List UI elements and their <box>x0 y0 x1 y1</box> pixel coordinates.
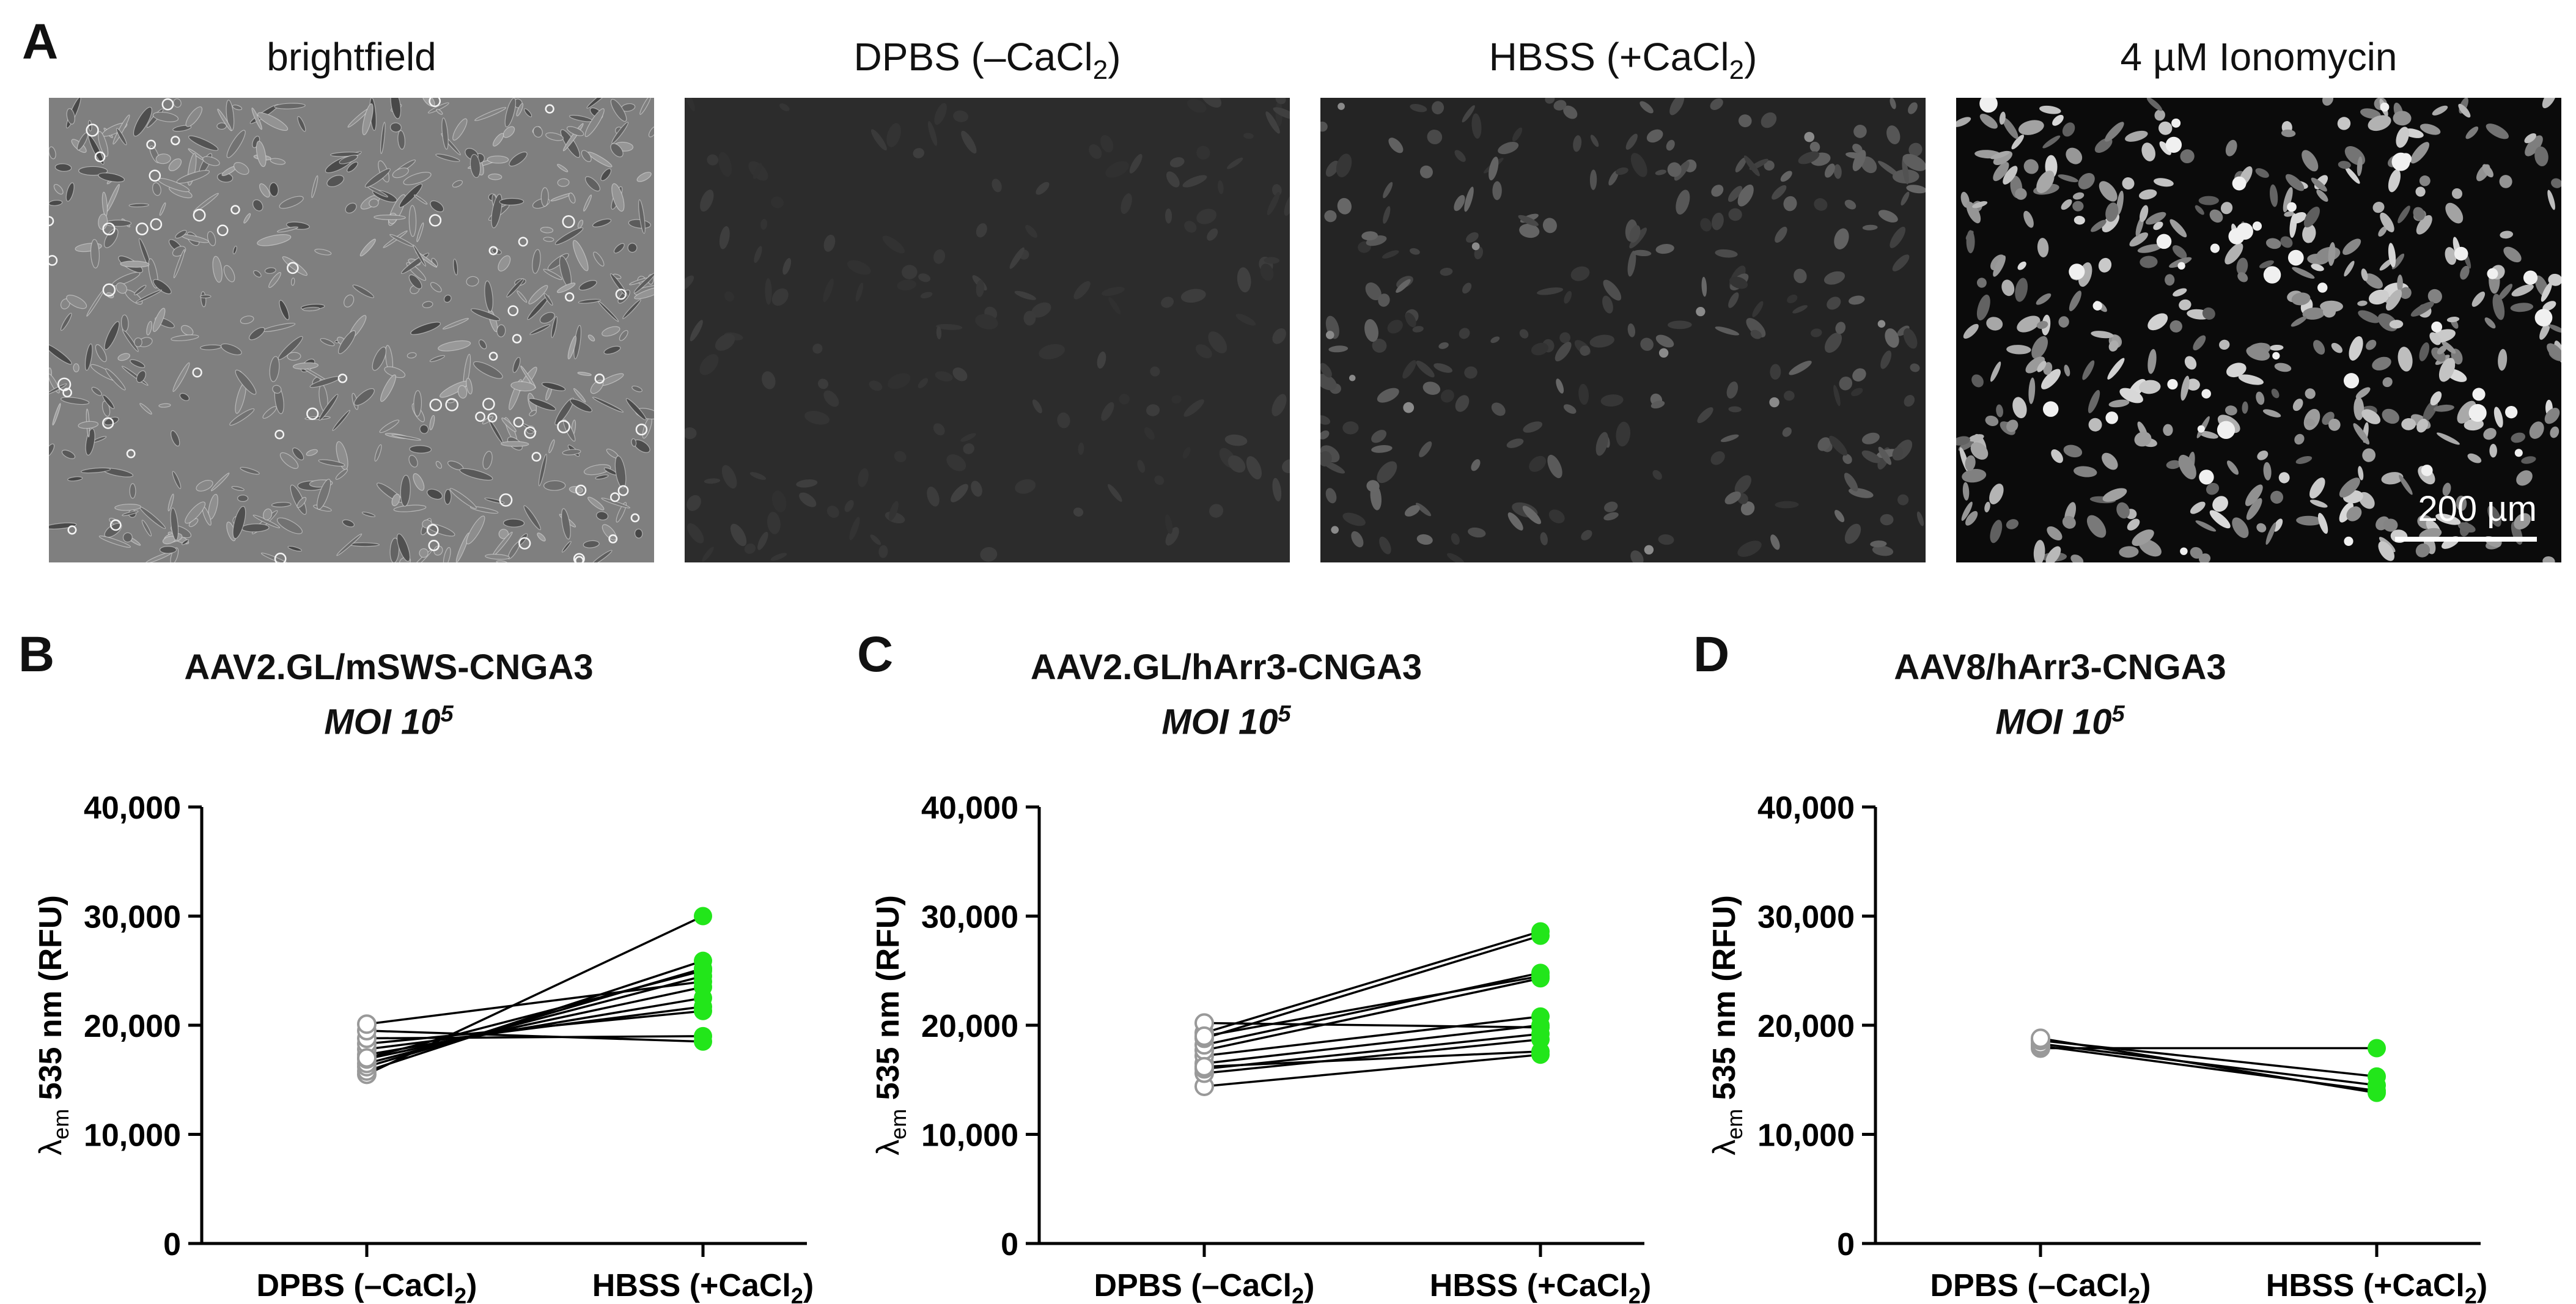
paired-line <box>366 985 704 1061</box>
paired-line <box>1204 974 1541 1037</box>
chart-c-plot: 0 10,000 20,000 30,000 40,000 DPBS (–CaCl2) HB… <box>870 790 1651 1304</box>
dpbs-point <box>357 1014 377 1034</box>
image-title-hbss: HBSS (+CaCl2) <box>1489 35 1757 85</box>
paired-line <box>1204 1015 1541 1057</box>
image-title-dpbs: DPBS (–CaCl2) <box>853 35 1121 85</box>
scale-bar <box>2395 537 2537 542</box>
panel-letter-b: B <box>18 627 55 682</box>
ionomycin-fluorescence-image: 200 µm <box>1956 98 2561 562</box>
y-tick-label: 30,000 <box>921 900 1018 935</box>
cell-texture <box>49 98 654 562</box>
x-category-label: HBSS (+CaCl2) <box>592 1268 814 1304</box>
y-tick-label: 10,000 <box>1757 1118 1855 1154</box>
chart-c-title: AAV2.GL/hArr3-CNGA3 MOI 105 <box>1030 647 1422 742</box>
panel-letter-a: A <box>22 14 59 70</box>
dpbs-point <box>1194 1026 1214 1046</box>
paired-line <box>366 1030 704 1043</box>
paired-line <box>1204 971 1541 1046</box>
image-title-ionomycin: 4 µM Ionomycin <box>2120 35 2398 79</box>
cell-texture <box>1320 98 1926 562</box>
hbss-point <box>1531 967 1550 985</box>
paired-line <box>366 980 704 1025</box>
x-category-label: DPBS (–CaCl2) <box>1930 1268 2151 1304</box>
image-title-brightfield: brightfield <box>267 35 436 79</box>
x-category-label: DPBS (–CaCl2) <box>1094 1268 1315 1304</box>
hbss-point <box>694 1001 712 1020</box>
paired-line <box>1204 1033 1541 1070</box>
y-axis-label: λem 535 nm (RFU) <box>33 895 73 1155</box>
paired-line <box>2040 1037 2377 1094</box>
hbss-point <box>1531 1042 1550 1061</box>
y-tick-label: 10,000 <box>921 1118 1018 1154</box>
y-tick-label: 10,000 <box>84 1118 181 1154</box>
hbss-point <box>694 907 712 926</box>
paired-line <box>1204 1022 1541 1029</box>
y-tick-label: 40,000 <box>84 790 181 826</box>
hbss-point <box>694 961 712 980</box>
dpbs-point <box>2031 1028 2050 1048</box>
y-axis-label: λem 535 nm (RFU) <box>870 895 911 1155</box>
x-category-label: HBSS (+CaCl2) <box>2266 1268 2487 1304</box>
chart-b-title: AAV2.GL/mSWS-CNGA3 MOI 105 <box>184 647 594 742</box>
paired-line <box>1204 1038 1541 1075</box>
y-tick-label: 0 <box>1837 1227 1855 1262</box>
y-tick-label: 0 <box>163 1227 181 1262</box>
brightfield-image <box>49 98 654 562</box>
scale-bar-label: 200 µm <box>2418 489 2537 529</box>
y-tick-label: 20,000 <box>921 1009 1018 1044</box>
paired-line <box>1204 930 1541 1034</box>
hbss-point <box>1531 1018 1550 1037</box>
paired-line <box>1204 1053 1541 1088</box>
paired-line <box>366 970 704 1059</box>
paired-line <box>1204 977 1541 1052</box>
paired-line <box>1204 1050 1541 1068</box>
panel-letter-c: C <box>857 627 894 682</box>
hbss-point <box>2368 1067 2386 1086</box>
image-background <box>685 98 1290 562</box>
paired-line <box>2040 1042 2377 1086</box>
hbss-point <box>1531 922 1550 941</box>
paired-line <box>366 960 704 1072</box>
y-tick-label: 30,000 <box>84 900 181 935</box>
paired-line <box>366 996 704 1056</box>
y-tick-label: 20,000 <box>84 1009 181 1044</box>
cell-texture <box>1956 98 2561 562</box>
paired-line <box>1204 934 1541 1040</box>
chart-d-title: AAV8/hArr3-CNGA3 MOI 105 <box>1894 647 2226 742</box>
hbss-point <box>2368 1039 2386 1058</box>
y-tick-label: 40,000 <box>1757 790 1855 826</box>
hbss-point <box>694 1032 712 1051</box>
y-tick-label: 30,000 <box>1757 900 1855 935</box>
y-tick-label: 40,000 <box>921 790 1018 826</box>
x-category-label: HBSS (+CaCl2) <box>1430 1268 1651 1304</box>
chart-b-plot: 0 10,000 20,000 30,000 40,000 DPBS (–CaCl2) HB… <box>33 790 814 1304</box>
dpbs-fluorescence-image <box>685 98 1290 562</box>
panel-letter-d: D <box>1693 627 1730 682</box>
hbss-fluorescence-image <box>1320 98 1926 562</box>
hbss-point <box>2368 1083 2386 1102</box>
paired-line <box>366 974 704 1065</box>
y-tick-label: 20,000 <box>1757 1009 1855 1044</box>
paired-line <box>1204 1024 1541 1065</box>
y-tick-label: 0 <box>1001 1227 1018 1262</box>
dpbs-point <box>357 1048 377 1068</box>
y-axis-label: λem 535 nm (RFU) <box>1707 895 1747 1155</box>
x-category-label: DPBS (–CaCl2) <box>257 1268 477 1304</box>
chart-d-plot: 0 10,000 20,000 30,000 40,000 DPBS (–CaCl2) HB… <box>1707 790 2487 1304</box>
cell-texture <box>685 98 1290 562</box>
dpbs-point <box>1194 1056 1214 1077</box>
paired-line <box>366 1035 704 1040</box>
